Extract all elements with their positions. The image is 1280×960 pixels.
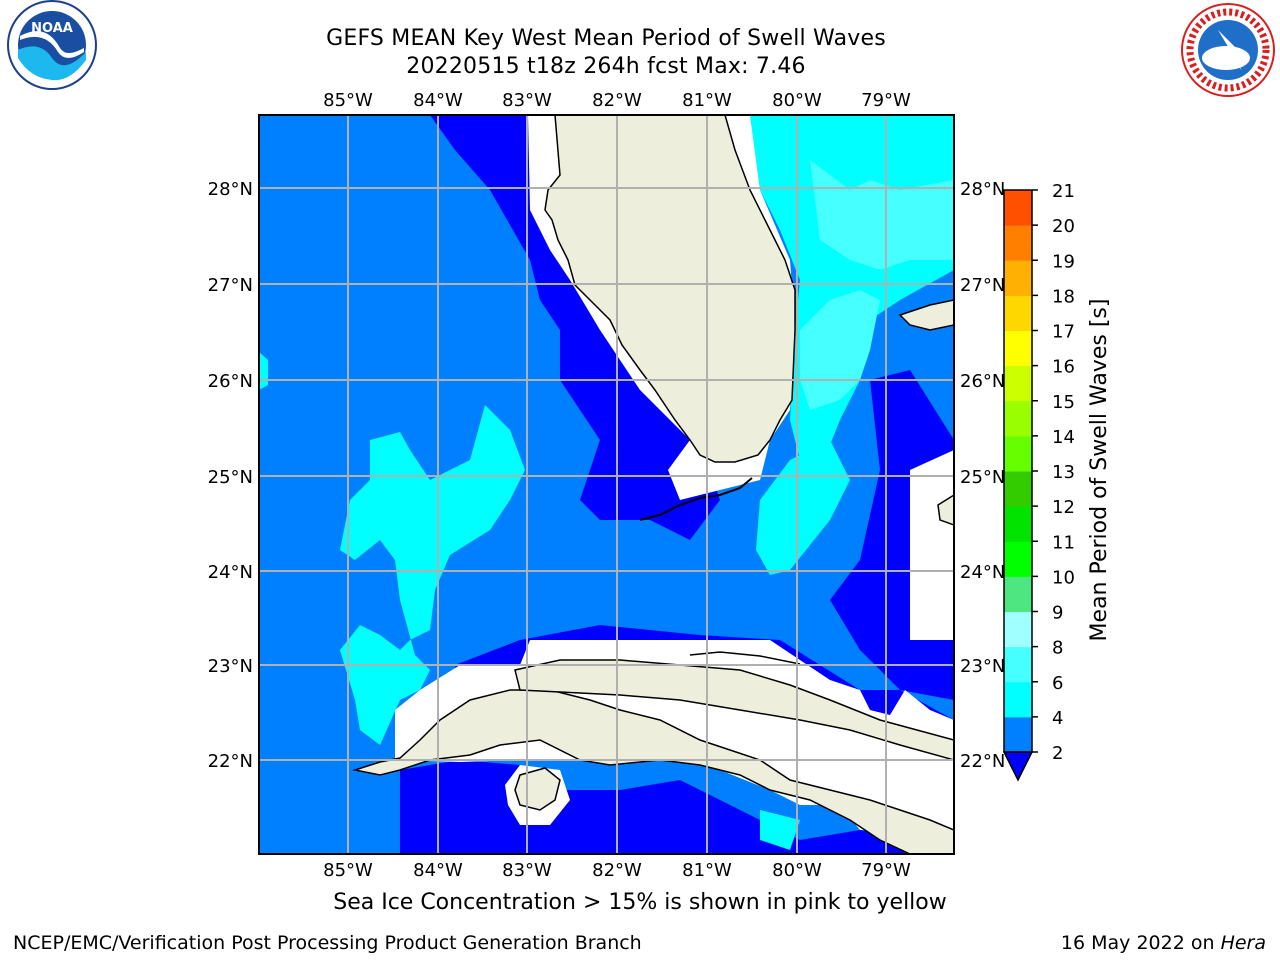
colorbar-segment [1004,611,1032,648]
colorbar-segment [1004,190,1032,226]
cyan-zone-gulf-plume [340,405,525,745]
colorbar-tick-label: 9 [1052,603,1063,624]
colorbar-segment [1004,225,1032,261]
longitude-label: 83°W [502,90,552,111]
bottom-caption: Sea Ice Concentration > 15% is shown in … [333,890,947,915]
colorbar-segment [1004,716,1032,753]
longitude-label: 82°W [592,860,642,881]
longitude-label: 84°W [413,860,463,881]
colorbar-tick-label: 20 [1052,216,1075,237]
latitude-label: 28°N [960,179,1005,200]
colorbar-tick-label: 19 [1052,251,1075,272]
colorbar: 2 4 6 8 9 10 11 12 13 14 15 16 17 18 19 20 21 [1002,181,1075,782]
colorbar-segment [1004,295,1032,331]
colorbar-segment [1004,260,1032,296]
colorbar-tick-label: 21 [1052,181,1075,202]
longitude-label: 80°W [772,90,822,111]
latitude-labels-right: 28°N 27°N 26°N 25°N 24°N 23°N 22°N [960,179,1005,772]
colorbar-tick-label: 4 [1052,708,1063,729]
latitude-label: 23°N [960,656,1005,677]
latitude-label: 22°N [208,751,253,772]
colorbar-tick-label: 6 [1052,673,1063,694]
graticule [259,115,954,854]
longitude-label: 85°W [323,90,373,111]
latitude-labels-left: 28°N 27°N 26°N 25°N 24°N 23°N 22°N [208,179,253,772]
longitude-label: 79°W [861,90,911,111]
longitude-label: 84°W [413,90,463,111]
latitude-label: 27°N [960,275,1005,296]
map-area [259,115,954,854]
colorbar-tick-label: 10 [1052,567,1075,588]
nodata-bahamas-east [910,450,954,640]
land-florida [544,115,796,463]
land-bahamas-north [898,299,954,331]
colorbar-segment [1004,435,1032,472]
colorbar-extend-arrow [1002,751,1034,782]
nws-logo [1176,0,1280,100]
footer-credit: NCEP/EMC/Verification Post Processing Pr… [13,932,642,954]
colorbar-segment [1004,646,1032,683]
latitude-label: 24°N [208,562,253,583]
chart-subtitle: 20220515 t18z 264h fcst Max: 7.46 [406,54,806,79]
footer-date-text: 16 May 2022 on [1060,932,1221,954]
land-bahamas-east [937,494,954,526]
noaa-logo: NOAA [0,0,104,100]
colorbar-segment [1004,400,1032,437]
land-cuba [352,689,954,854]
chart-title: GEFS MEAN Key West Mean Period of Swell … [326,26,886,51]
latitude-label: 23°N [208,656,253,677]
colorbar-tick-label: 8 [1052,638,1063,659]
colorbar-tick-label: 15 [1052,392,1075,413]
longitude-labels-bottom: 85°W 84°W 83°W 82°W 81°W 80°W 79°W [323,860,911,881]
cuba-cays [689,651,801,665]
colorbar-tick-label: 11 [1052,532,1075,553]
latitude-label: 27°N [208,275,253,296]
cyan-zone-south [760,810,800,850]
footer-date: 16 May 2022 on Hera [1061,932,1266,954]
colorbar-tick-label: 17 [1052,322,1075,343]
latitude-label: 26°N [208,371,253,392]
colorbar-segment [1004,471,1032,507]
latitude-label: 22°N [960,751,1005,772]
longitude-label: 85°W [323,860,373,881]
latitude-label: 28°N [208,179,253,200]
latitude-label: 25°N [960,467,1005,488]
latitude-label: 26°N [960,371,1005,392]
colorbar-segment [1004,541,1032,577]
colorbar-label: Mean Period of Swell Waves [s] [1087,299,1112,642]
florida-keys [639,477,753,521]
colorbar-tick-label: 13 [1052,462,1075,483]
colorbar-tick-label: 14 [1052,427,1075,448]
longitude-label: 82°W [592,90,642,111]
dark-blue-zone-north [430,115,720,540]
longitude-label: 83°W [502,860,552,881]
colorbar-segment [1004,365,1032,402]
colorbar-tick-label: 2 [1052,743,1063,764]
colorbar-segment [1004,506,1032,542]
colorbar-tick-label: 16 [1052,357,1075,378]
longitude-labels-top: 85°W 84°W 83°W 82°W 81°W 80°W 79°W [323,90,911,111]
cyan-zone-bahamas [756,440,850,575]
colorbar-segment [1004,681,1032,718]
longitude-label: 79°W [861,860,911,881]
svg-text:NOAA: NOAA [31,21,73,36]
colorbar-segment [1004,330,1032,367]
footer-machine: Hera [1220,932,1266,954]
longitude-label: 80°W [772,860,822,881]
map-frame [258,114,955,855]
colorbar-segment [1004,576,1032,612]
colorbar-tick-label: 12 [1052,497,1075,518]
longitude-label: 81°W [682,90,732,111]
latitude-label: 25°N [208,467,253,488]
latitude-label: 24°N [960,562,1005,583]
colorbar-tick-label: 18 [1052,286,1075,307]
longitude-label: 81°W [682,860,732,881]
